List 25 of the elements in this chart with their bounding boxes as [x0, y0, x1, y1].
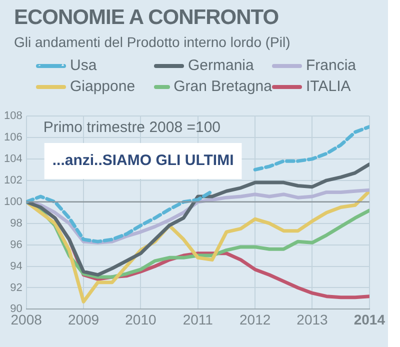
x-tick-label: 2012 — [239, 311, 271, 328]
chart-title: ECONOMIE A CONFRONTO — [14, 6, 279, 30]
x-tick-label: 2010 — [125, 311, 156, 328]
x-tick-label: 2009 — [68, 311, 100, 328]
y-tick-label: 96 — [10, 238, 22, 251]
legend-label: Germania — [188, 57, 254, 74]
y-tick-label: 104 — [4, 152, 22, 165]
annotation: ...anzi..SIAMO GLI ULTIMI — [52, 152, 234, 170]
y-tick-label: 92 — [10, 282, 22, 294]
chart-subtitle: Gli andamenti del Prodotto interno lordo (Pil) — [14, 34, 290, 50]
legend-label: ITALIA — [306, 78, 351, 95]
legend-label: Francia — [306, 57, 356, 74]
y-tick-label: 108 — [4, 110, 22, 122]
x-tick-label: 2014 — [354, 311, 386, 328]
y-tick-label: 98 — [10, 217, 22, 230]
y-tick-label: 100 — [4, 196, 22, 208]
legend-label: Giappone — [70, 78, 136, 95]
x-tick-label: 2013 — [296, 311, 328, 328]
legend-label: Usa — [70, 57, 97, 74]
y-tick-label: 106 — [4, 132, 22, 144]
y-tick-label: 94 — [10, 260, 22, 272]
y-tick-label: 102 — [4, 174, 22, 186]
x-tick-label: 2011 — [182, 311, 214, 328]
annotation: Primo trimestre 2008 =100 — [43, 119, 221, 136]
legend-label: Gran Bretagna — [174, 78, 272, 95]
